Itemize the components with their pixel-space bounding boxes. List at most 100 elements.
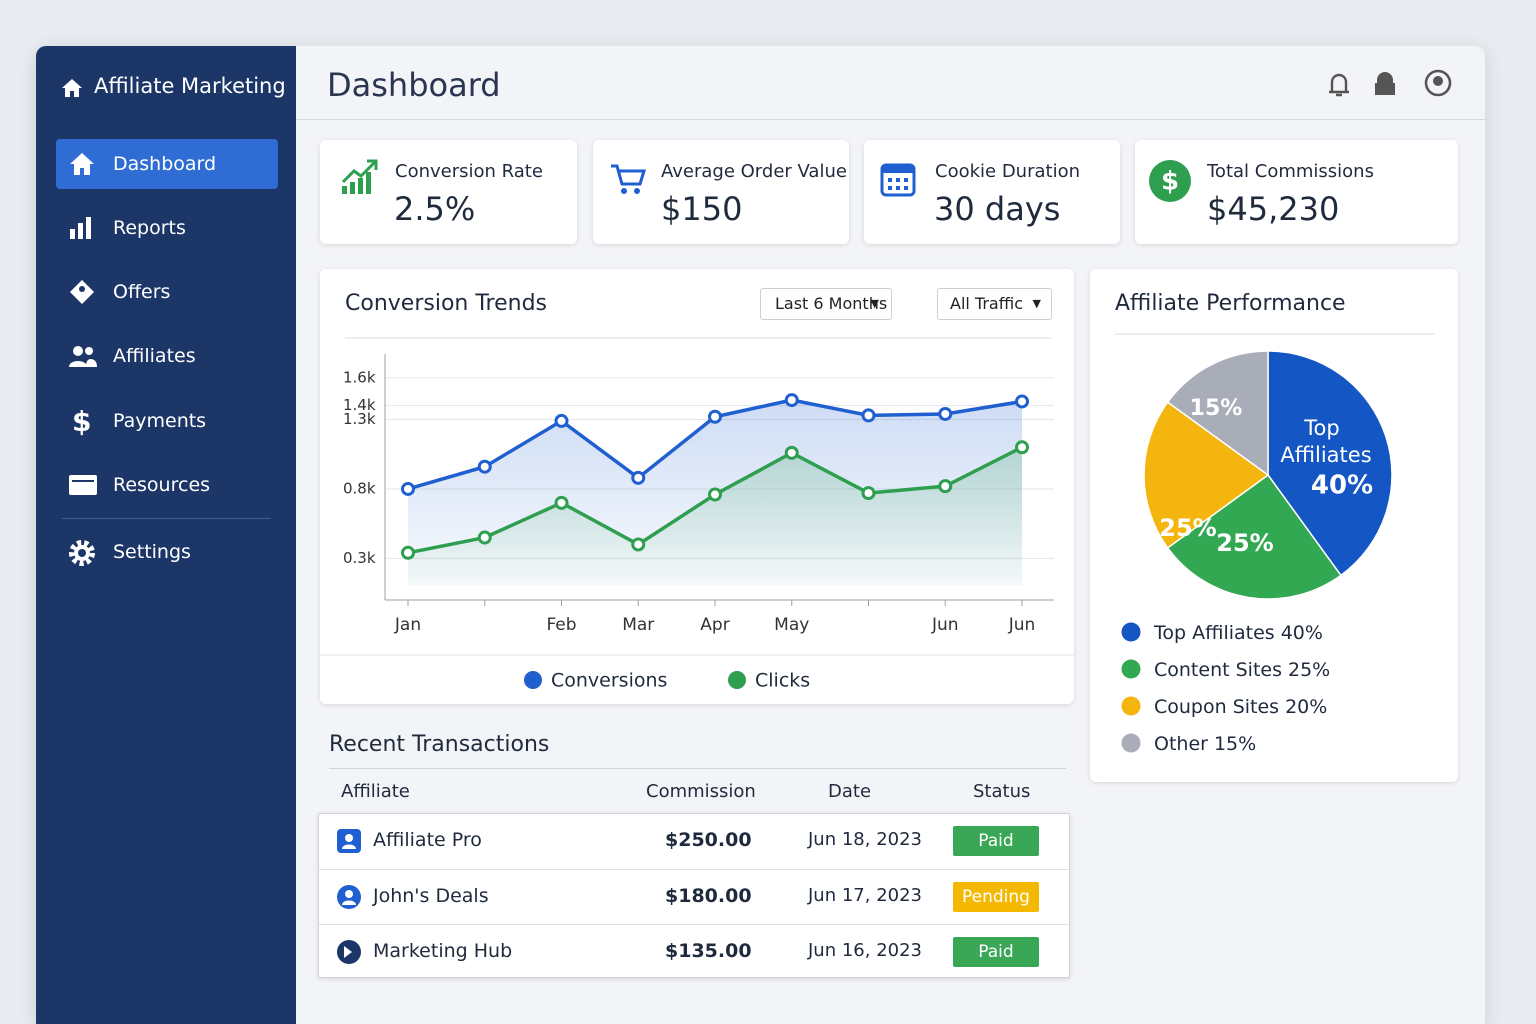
x-tick-label: Feb [546,615,576,635]
table-row[interactable]: Marketing Hub $135.00 Jun 16, 2023 Paid [319,924,1071,979]
y-tick-label: 1.6k [343,368,376,386]
nav-item[interactable]: Dashboard [56,139,278,189]
data-point [784,445,799,460]
legend-label: Coupon Sites 20% [1154,696,1327,718]
filter-dropdown[interactable]: Last 6 Months ▼ [760,288,892,320]
nav-label: Payments [113,410,207,432]
data-point [631,470,646,485]
filter-dropdown[interactable]: All Traffic ▼ [937,288,1052,320]
kpi-value: $150 [661,190,743,228]
legend-marker [1121,733,1141,753]
legend-marker [1121,696,1141,716]
x-tick-label: Mar [622,615,654,635]
data-point [708,409,722,424]
nav-label: Dashboard [113,153,217,175]
kpi-value: 2.5% [394,190,476,228]
x-tick-label: Jun [931,615,959,635]
data-point [784,393,799,408]
commission: $135.00 [665,940,752,962]
y-tick-label: 0.8k [343,479,376,497]
transactions-table: Affiliate Pro $250.00 Jun 18, 2023 Paid … [318,813,1071,979]
line-chart: 1.6k 1.4k1.3k 0.8k 0.3k Jan Feb Mar Apr May Jun Ju… [320,337,1074,692]
kpi-value: 30 days [934,190,1061,228]
bell-icon[interactable] [1329,73,1349,97]
series-area [408,447,1022,585]
kpi-value: $45,230 [1207,190,1340,228]
legend-marker [1121,622,1141,642]
legend-value: 15% [1214,733,1256,755]
lock-icon[interactable] [1375,72,1395,95]
kpi-card: Average Order Value $150 [593,140,849,244]
slice-label: 25% [1159,514,1216,542]
app-window: Affiliate Marketing Dashboard Reports Of… [36,46,1485,1024]
data-point [938,479,953,494]
filter-label: Last 6 Months [775,294,888,313]
legend-name: Coupon Sites [1154,696,1279,718]
nav-item[interactable]: Resources [56,460,278,510]
chart-title: Conversion Trends [345,291,548,316]
nav-item[interactable]: Affiliates [56,331,278,381]
status-badge: Paid [953,937,1039,967]
legend-name: Content Sites [1154,659,1282,681]
kpi-card: $ Total Commissions $45,230 [1135,140,1458,244]
brand: Affiliate Marketing [94,74,286,98]
divider [329,768,1066,769]
y-tick-label: 1.3k [343,410,376,428]
kpi-label: Total Commissions [1207,161,1374,182]
slice-label: 40% [1311,471,1373,501]
kpi-label: Cookie Duration [935,161,1080,182]
nav-item[interactable]: Reports [56,203,278,253]
column-header: Date [828,781,872,802]
data-point [401,481,415,496]
slice-label: Affiliates [1280,443,1371,467]
legend-label: Conversions [551,670,667,692]
nav-label: Reports [113,217,186,239]
affiliate-name: Affiliate Pro [373,829,482,851]
nav-item[interactable]: Settings [56,527,278,577]
data-point [1015,394,1029,409]
status-badge: Paid [953,826,1039,856]
header-divider [296,119,1485,120]
slice-label: Top [1303,416,1339,440]
table-row[interactable]: John's Deals $180.00 Jun 17, 2023 Pendin… [319,869,1071,924]
legend-name: Top Affiliates [1153,622,1275,644]
date: Jun 18, 2023 [808,829,923,850]
table-row[interactable]: Affiliate Pro $250.00 Jun 18, 2023 Paid [319,814,1071,869]
date: Jun 17, 2023 [808,885,923,906]
legend-name: Other [1154,733,1208,755]
slice-label: 25% [1216,529,1273,557]
x-tick-label: Jun [1008,615,1036,635]
x-tick-label: May [774,615,809,635]
pie-chart: Top Affiliates 40% 25%25% 15% Top Affiliates 4… [1115,333,1435,755]
y-tick-label: 0.3k [343,549,376,567]
legend-label: Clicks [755,670,810,692]
legend-label: Top Affiliates 40% [1153,622,1323,644]
chart-card: Affiliate Performance Top Affiliates 40% 25… [1090,269,1458,782]
data-point [477,459,492,474]
x-tick-label: Apr [700,615,729,635]
nav-item[interactable]: Offers [56,267,278,317]
pie-slice [1166,350,1269,477]
legend-marker [524,671,542,689]
kpi-card: Cookie Duration 30 days [864,140,1120,244]
nav-item[interactable]: $ Payments [56,396,278,446]
data-point [554,413,569,428]
section-title: Recent Transactions [329,732,550,757]
page-title: Dashboard [327,66,501,104]
nav-label: Resources [113,474,211,496]
sidebar: Affiliate Marketing Dashboard Reports Of… [36,46,296,1024]
x-tick-label: Jan [394,615,421,635]
data-point [631,537,646,552]
column-header: Commission [646,781,756,802]
legend-marker [728,671,746,689]
data-point [861,408,876,423]
nav-label: Settings [113,541,191,563]
svg-text:$: $ [72,408,91,436]
divider [62,518,271,519]
kpi-card: Conversion Rate 2.5% [320,140,577,244]
column-header: Status [973,781,1031,802]
user-icon[interactable] [1424,69,1452,97]
legend-label: Content Sites 25% [1154,659,1330,681]
pie-slice [1267,350,1393,577]
